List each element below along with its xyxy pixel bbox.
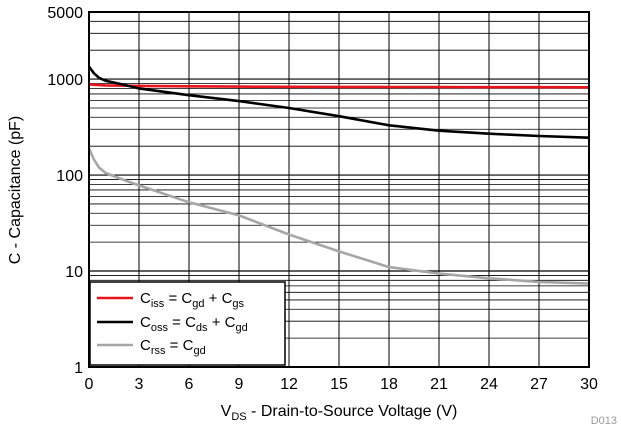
y-axis-title: C - Capacitance (pF)	[7, 116, 24, 265]
x-tick-label: 9	[235, 376, 244, 393]
y-tick-label: 1	[74, 360, 83, 377]
x-axis-title: VDS - Drain-to-Source Voltage (V)	[221, 403, 458, 423]
tick-labels: 0 3 6 9 12 15 18 21 24 27 30 1 10 100 1000 5000	[47, 5, 598, 393]
data-series	[87, 65, 590, 285]
x-axis-title-main: V	[221, 403, 232, 420]
legend-label-coss: Coss = Cds + Cgd	[140, 314, 248, 334]
x-tick-label: 24	[480, 376, 498, 393]
series-line-coss	[87, 65, 590, 139]
x-tick-label: 30	[580, 376, 598, 393]
legend-label-crss: Crss = Cgd	[140, 337, 206, 357]
x-axis-title-sub: DS	[231, 411, 246, 423]
series-line-ciss	[88, 83, 590, 89]
x-tick-label: 18	[380, 376, 398, 393]
legend-box	[89, 281, 286, 366]
x-tick-label: 3	[135, 376, 144, 393]
x-tick-label: 15	[330, 376, 348, 393]
y-tick-label: 5000	[47, 5, 83, 22]
y-tick-label: 10	[65, 264, 83, 281]
series-line-crss	[87, 147, 590, 285]
y-tick-label: 1000	[47, 72, 83, 89]
y-tick-label: 100	[56, 168, 83, 185]
x-tick-label: 12	[280, 376, 298, 393]
figure-id-label: D013	[591, 415, 617, 427]
plot-frame	[88, 11, 590, 368]
x-tick-label: 0	[85, 376, 94, 393]
x-tick-label: 21	[430, 376, 448, 393]
legend: Ciss = Cgd + Cgs Coss = Cds + Cgd Crss = C…	[89, 281, 286, 366]
x-tick-label: 6	[185, 376, 194, 393]
x-tick-label: 27	[530, 376, 548, 393]
legend-label-ciss: Ciss = Cgd + Cgs	[140, 290, 245, 310]
x-axis-title-rest: - Drain-to-Source Voltage (V)	[247, 403, 458, 420]
